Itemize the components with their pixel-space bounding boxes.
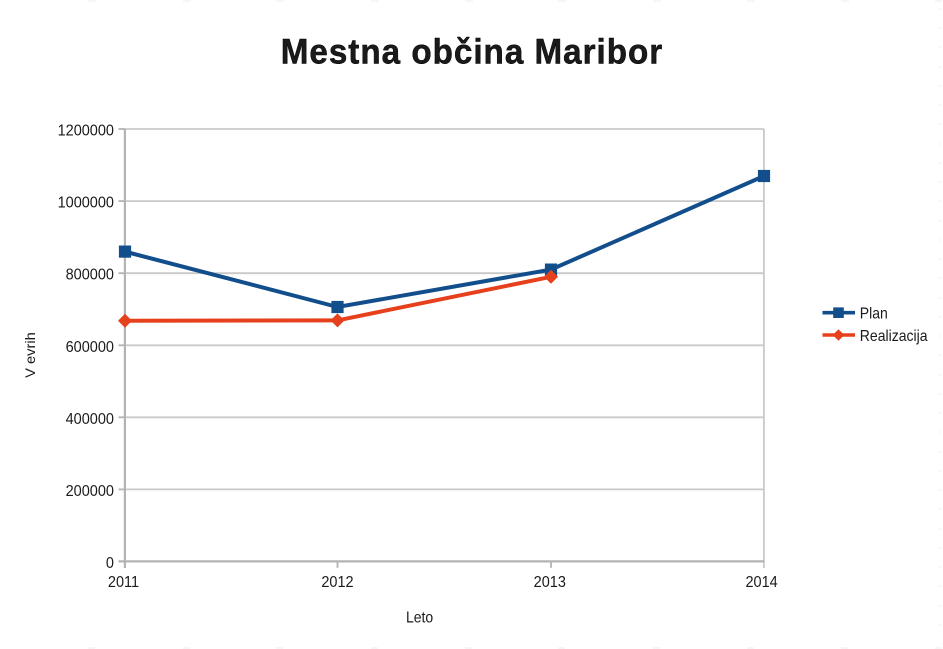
svg-text:2011: 2011 [108, 573, 139, 591]
svg-text:400000: 400000 [66, 410, 114, 428]
svg-text:0: 0 [106, 554, 114, 572]
svg-text:800000: 800000 [66, 266, 114, 284]
svg-text:2014: 2014 [745, 573, 778, 591]
svg-text:Leto: Leto [406, 610, 433, 627]
svg-text:Realizacija: Realizacija [860, 328, 928, 345]
svg-text:1000000: 1000000 [58, 194, 114, 212]
svg-text:1200000: 1200000 [58, 122, 114, 140]
svg-text:Mestna občina Maribor: Mestna občina Maribor [281, 32, 663, 71]
svg-text:2013: 2013 [534, 573, 566, 591]
svg-text:2012: 2012 [321, 573, 353, 591]
svg-text:600000: 600000 [66, 338, 114, 356]
svg-text:V evrih: V evrih [23, 332, 39, 378]
svg-text:Plan: Plan [860, 306, 888, 323]
svg-text:200000: 200000 [66, 482, 114, 500]
